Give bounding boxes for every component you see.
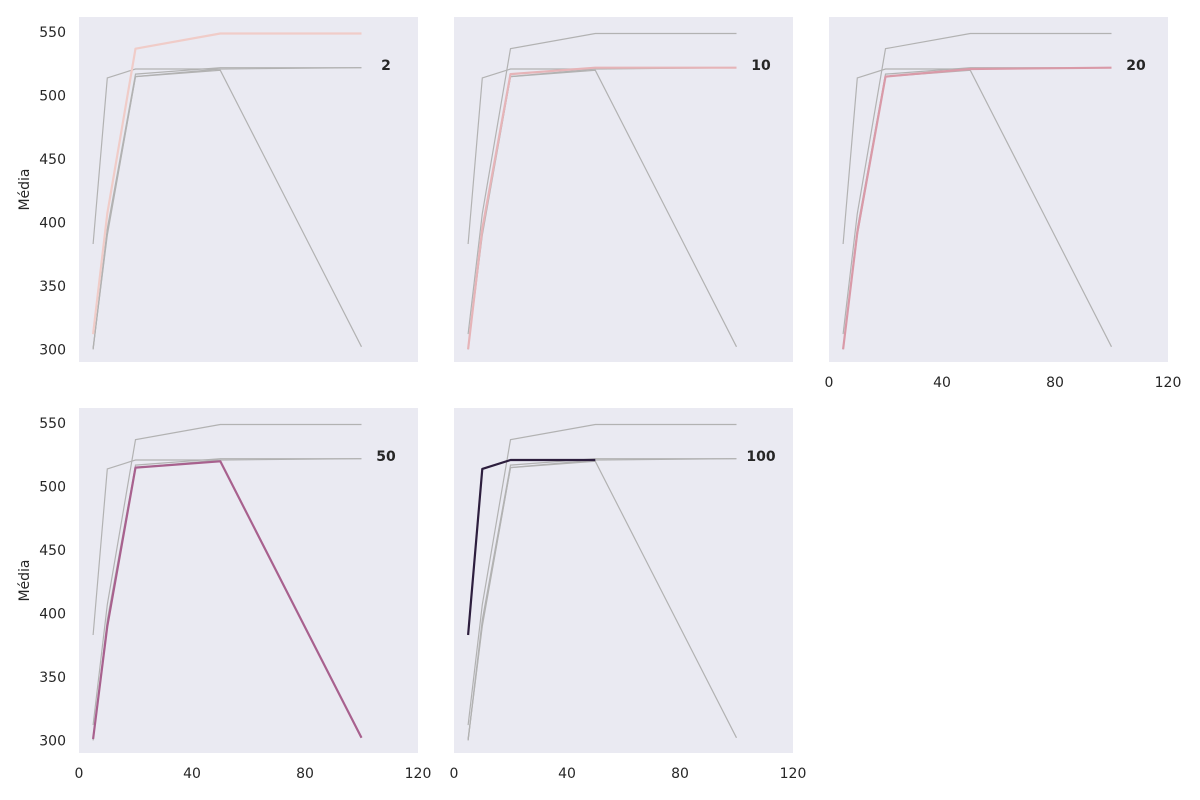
context-line-100 [92,459,221,636]
context-line-2 [92,423,362,726]
panel-label: 20 [1126,58,1146,74]
context-line-100 [467,68,596,245]
x-tick-label: 0 [450,766,459,782]
panel-label: 10 [751,58,771,74]
y-tick-label: 350 [39,670,66,686]
x-tick-label: 40 [933,375,951,391]
series-line-10 [467,66,737,350]
context-line-2 [842,32,1112,335]
x-tick-label: 120 [1155,375,1182,391]
y-axis-label: Média [17,168,33,210]
facet-panel-20: 20 0 40 80 120 [825,17,1182,391]
y-tick-label: 350 [39,279,66,295]
y-tick-label: 300 [39,342,66,358]
facet-panel-100: 100 0 40 80 120 [450,408,807,782]
series-line-2 [92,32,362,335]
facet-panel-10: 10 [454,17,793,362]
x-tick-label: 80 [671,766,689,782]
x-tick-label: 80 [1046,375,1064,391]
series-line-50 [92,460,363,740]
x-tick-label: 0 [75,766,84,782]
panel-label: 100 [746,449,775,465]
x-tick-label: 120 [405,766,432,782]
y-tick-label: 550 [39,416,66,432]
y-tick-label: 500 [39,480,66,496]
context-line-50 [467,460,738,740]
y-axis-label: Média [17,559,33,601]
x-tick-label: 120 [780,766,807,782]
y-tick-label: 400 [39,215,66,231]
y-tick-label: 450 [39,152,66,168]
panel-label: 2 [381,58,391,74]
context-line-100 [92,68,221,245]
y-tick-label: 550 [39,25,66,41]
x-tick-label: 80 [296,766,314,782]
context-line-2 [467,32,737,335]
facet-panel-2: 2 300 350 400 450 500 550 Média [17,17,418,362]
x-tick-label: 40 [183,766,201,782]
context-line-2 [467,423,737,726]
panel-label: 50 [376,449,396,465]
y-tick-label: 450 [39,543,66,559]
context-line-50 [92,69,363,349]
y-tick-label: 500 [39,89,66,105]
facet-panel-50: 50 300 350 400 450 500 550 Média 0 40 80 120 [17,408,431,782]
y-tick-label: 300 [39,733,66,749]
context-line-100 [842,68,971,245]
y-tick-label: 400 [39,606,66,622]
series-line-100 [467,458,596,636]
series-line-20 [842,66,1112,350]
x-tick-label: 0 [825,375,834,391]
x-tick-label: 40 [558,766,576,782]
